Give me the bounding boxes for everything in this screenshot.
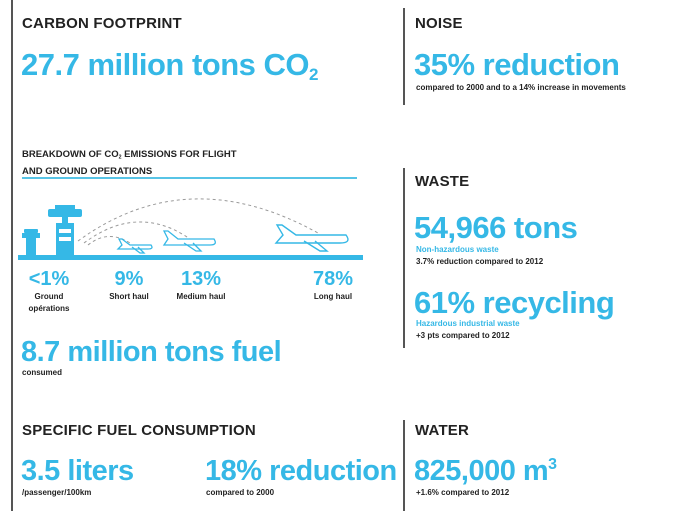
left-rule: [11, 0, 13, 511]
fuel-caption: consumed: [22, 368, 63, 377]
long-haul-arc-icon: [77, 198, 319, 242]
water-value-sup: 3: [548, 455, 557, 473]
long-haul-plane-icon: [274, 224, 349, 252]
long-haul-percent: 78%: [312, 268, 354, 290]
waste-recycling-caption: +3 pts compared to 2012: [416, 331, 510, 340]
specific-fuel-reduction-value: 18% reduction: [205, 455, 397, 487]
carbon-value: 27.7 million tons CO2: [21, 47, 318, 85]
medium-haul-percent: 13%: [180, 268, 222, 290]
breakdown-title: BREAKDOWN OF CO2 EMISSIONS FOR FLIGHT AN…: [22, 148, 237, 178]
waste-tons-type: Non-hazardous waste: [416, 245, 499, 254]
noise-title: NOISE: [415, 15, 463, 32]
long-haul-label: Long haul: [313, 292, 353, 301]
noise-caption: compared to 2000 and to a 14% increase i…: [416, 83, 626, 92]
specific-fuel-value: 3.5 liters: [21, 455, 134, 487]
noise-value: 35% reduction: [414, 47, 620, 82]
short-haul-percent: 9%: [114, 268, 144, 290]
waste-title: WASTE: [415, 173, 470, 190]
fuel-value: 8.7 million tons fuel: [21, 336, 282, 368]
middle-rule-top: [403, 8, 405, 105]
middle-rule-water: [403, 420, 405, 511]
waste-tons-value: 54,966 tons: [414, 210, 578, 245]
control-tower-icon: [48, 205, 82, 255]
medium-haul-arc-icon: [83, 221, 191, 244]
short-haul-label: Short haul: [109, 292, 149, 301]
breakdown-title-line1: BREAKDOWN OF CO2 EMISSIONS FOR FLIGHT: [22, 149, 237, 161]
breakdown-item-short-haul: 9% Short haul: [96, 268, 162, 303]
waste-recycling-type: Hazardous industrial waste: [416, 319, 520, 328]
water-caption: +1.6% compared to 2012: [416, 488, 510, 497]
carbon-value-sub: 2: [309, 65, 318, 85]
breakdown-top-rule: [22, 177, 357, 179]
waste-recycling-value: 61% recycling: [414, 285, 615, 320]
water-value: 825,000 m3: [414, 455, 557, 488]
breakdown-item-ground: <1% Ground opérations: [18, 268, 80, 315]
terminal-building-icon: [22, 229, 40, 255]
medium-haul-plane-icon: [162, 230, 216, 252]
carbon-value-text: 27.7 million tons CO: [21, 47, 310, 82]
water-value-text: 825,000 m: [414, 455, 549, 487]
waste-tons-caption: 3.7% reduction compared to 2012: [416, 257, 544, 266]
breakdown-item-medium-haul: 13% Medium haul: [166, 268, 236, 303]
carbon-title: CARBON FOOTPRINT: [22, 15, 182, 32]
specific-fuel-reduction-caption: compared to 2000: [206, 488, 275, 497]
specific-fuel-caption: /passenger/100km: [22, 488, 92, 497]
breakdown-title-line2: AND GROUND OPERATIONS: [22, 165, 153, 177]
breakdown-item-long-haul: 78% Long haul: [302, 268, 364, 303]
ground-percent: <1%: [28, 268, 70, 290]
short-haul-plane-icon: [116, 238, 153, 254]
specific-fuel-title: SPECIFIC FUEL CONSUMPTION: [22, 422, 256, 439]
water-title: WATER: [415, 422, 470, 439]
medium-haul-label: Medium haul: [176, 292, 226, 301]
flight-illustration: [18, 198, 363, 260]
ground-label: Ground opérations: [28, 292, 70, 313]
middle-rule-waste: [403, 168, 405, 348]
ground-line: [18, 255, 363, 260]
